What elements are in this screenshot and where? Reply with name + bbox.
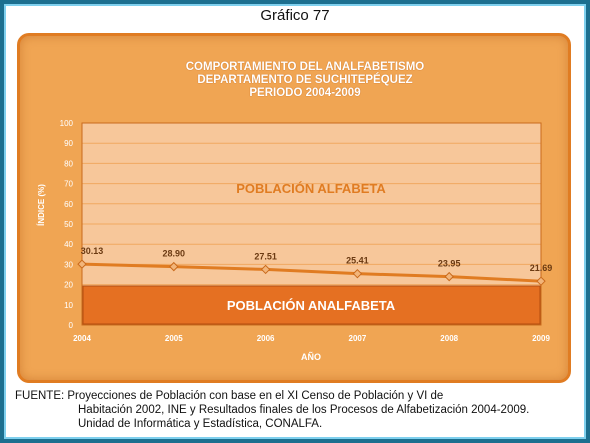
source-note: FUENTE: Proyecciones de Población con ba…	[15, 389, 585, 431]
x-tick-label: 2004	[73, 334, 91, 343]
y-tick-label: 0	[69, 321, 74, 330]
y-tick-label: 60	[64, 200, 73, 209]
lower-population-label: POBLACIÓN ANALFABETA	[227, 298, 396, 313]
x-tick-label: 2007	[349, 334, 367, 343]
data-label: 21.69	[530, 263, 553, 273]
data-point	[169, 261, 179, 272]
y-tick-label: 20	[64, 281, 73, 290]
x-axis-label: AÑO	[301, 352, 321, 362]
data-point	[536, 276, 546, 286]
chart-title-line-2: DEPARTAMENTO DE SUCHITEPÉQUEZ	[197, 74, 413, 86]
data-point	[260, 264, 271, 275]
source-line-3: Unidad de Informática y Estadística, CON…	[78, 418, 323, 430]
data-label: 27.51	[254, 251, 277, 261]
x-tick-label: 2008	[440, 334, 458, 343]
y-tick-label: 70	[64, 180, 73, 189]
data-point	[352, 268, 363, 279]
y-tick-label: 10	[64, 301, 73, 310]
data-point	[444, 271, 454, 282]
plot-border	[81, 122, 542, 326]
source-line-1: FUENTE: Proyecciones de Población con ba…	[15, 390, 444, 402]
x-tick-label: 2006	[257, 334, 275, 343]
data-point	[77, 259, 87, 269]
data-label: 25.41	[346, 256, 369, 266]
upper-population-label: POBLACIÓN ALFABETA	[236, 181, 386, 196]
y-tick-label: 90	[64, 139, 73, 148]
y-axis-label: ÍNDICE (%)	[37, 184, 46, 226]
x-tick-label: 2009	[532, 334, 550, 343]
data-label: 23.95	[438, 259, 461, 269]
figure-number: Gráfico 77	[260, 7, 330, 24]
chart-title-line-3: PERIODO 2004-2009	[249, 87, 361, 99]
y-tick-label: 80	[64, 159, 73, 168]
data-label: 28.90	[163, 249, 186, 259]
y-tick-label: 40	[64, 240, 73, 249]
y-tick-label: 30	[64, 260, 73, 269]
series-line	[81, 262, 542, 283]
x-tick-label: 2005	[165, 334, 183, 343]
y-tick-label: 100	[60, 119, 74, 128]
lower-population-box	[82, 285, 541, 325]
source-line-2: Habitación 2002, INE y Resultados finale…	[78, 404, 530, 416]
data-label: 30.13	[81, 246, 104, 256]
y-tick-label: 50	[64, 220, 73, 229]
chart-title-line-1: COMPORTAMIENTO DEL ANALFABETISMO	[185, 61, 425, 73]
